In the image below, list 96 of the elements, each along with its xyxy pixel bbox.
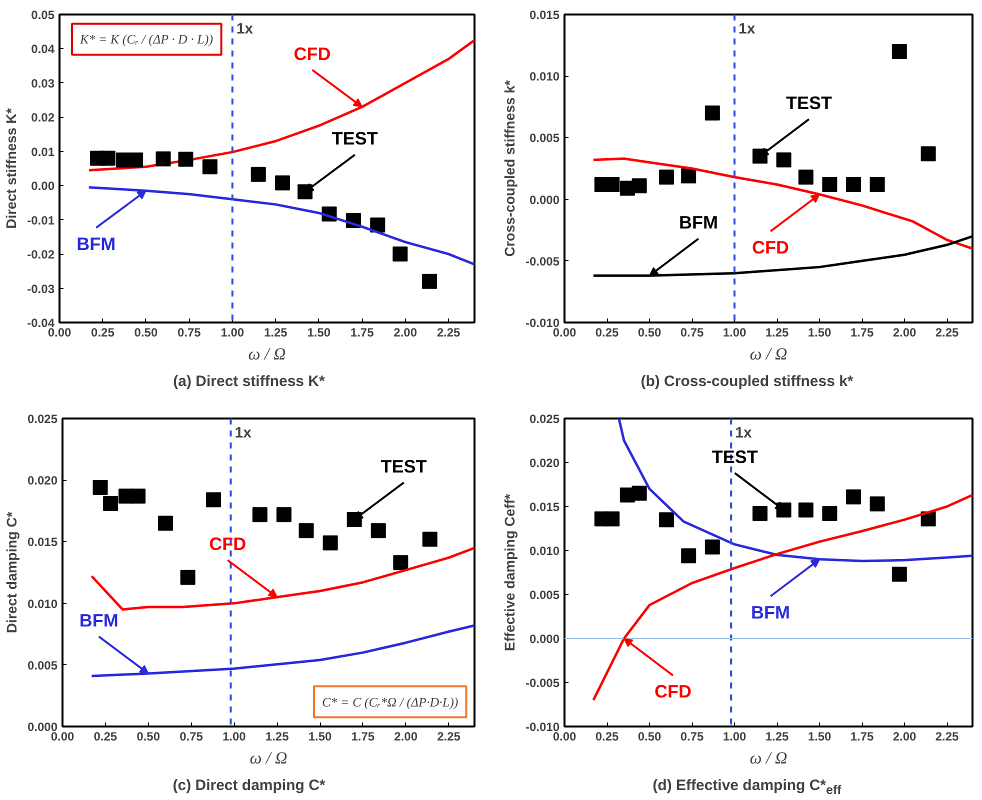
x-tick-label: 1.00 xyxy=(222,730,246,744)
y-tick-label: 0.025 xyxy=(27,412,58,426)
annotation: CFD xyxy=(209,534,246,554)
annotation: CFD xyxy=(294,44,331,64)
x-tick-label: 0.75 xyxy=(680,326,704,340)
x-tick-label: 1.50 xyxy=(308,730,332,744)
x-tick-label: 1.25 xyxy=(265,730,290,744)
text: (d) Effective damping C*$_{eff}$ xyxy=(652,776,842,799)
y-axis-title: Direct stiffness K* xyxy=(3,108,20,229)
y-tick-label: -0.01 xyxy=(27,213,55,228)
x-tick-label: 1.25 xyxy=(765,326,790,340)
ref-line-label: 1x xyxy=(738,20,756,38)
x-tick-label: 2.00 xyxy=(394,326,418,340)
annotation: TEST xyxy=(712,446,758,467)
x-tick-label: 0.25 xyxy=(94,730,118,744)
ref-line-label: 1x xyxy=(735,424,752,442)
y-axis-title: Cross-coupled stiffness k* xyxy=(501,80,518,257)
x-tick-label: 0.75 xyxy=(680,730,704,744)
y-tick-label: 0.04 xyxy=(31,42,55,56)
y-axis-title: Effective damping Ceff* xyxy=(501,493,518,652)
x-tick-label: 2.25 xyxy=(935,326,960,340)
y-tick-label: 0.025 xyxy=(529,412,560,426)
x-axis-title: ω / Ω xyxy=(750,344,788,364)
x-tick-label: 0.25 xyxy=(595,326,620,340)
y-tick-label: 0.03 xyxy=(31,76,55,90)
y-tick-label: 0.015 xyxy=(529,500,560,514)
y-tick-label: 0.00 xyxy=(31,179,55,194)
y-tick-label: 0.005 xyxy=(27,658,58,672)
x-tick-label: 1.00 xyxy=(722,326,747,340)
annotation: CFD xyxy=(752,237,790,258)
y-tick-label: -0.005 xyxy=(525,676,560,690)
x-tick-label: 2.25 xyxy=(935,730,960,744)
y-tick-label: -0.005 xyxy=(525,254,560,268)
annotation: C* = C (Cᵣ*Ω / (ΔP·D·L)) xyxy=(322,694,458,710)
annotation: CFD xyxy=(654,682,692,702)
annotation: BFM xyxy=(678,212,718,233)
y-tick-label: 0.015 xyxy=(529,8,560,22)
x-tick-label: 0.00 xyxy=(552,730,577,744)
y-tick-label: 0.005 xyxy=(529,131,560,146)
y-tick-label: 0.05 xyxy=(31,8,55,22)
x-tick-label: 0.75 xyxy=(178,326,202,340)
x-tick-label: 2.00 xyxy=(394,730,418,744)
x-tick-label: 1.25 xyxy=(765,730,790,744)
x-tick-label: 2.25 xyxy=(436,326,461,340)
annotation: BFM xyxy=(76,234,116,254)
x-tick-label: 1.75 xyxy=(850,326,874,340)
annotation: K* = K (Cᵣ / (ΔP · D · L)) xyxy=(78,32,214,47)
annotation: TEST xyxy=(380,456,427,476)
y-tick-label: 0.020 xyxy=(27,474,58,488)
x-axis-title: ω / Ω xyxy=(250,748,288,768)
y-axis-title: Direct damping C* xyxy=(3,511,20,634)
annotation: BFM xyxy=(79,610,118,630)
y-tick-label: 0.005 xyxy=(529,588,560,602)
x-tick-label: 2.00 xyxy=(892,326,917,340)
y-tick-label: 0.020 xyxy=(529,456,560,470)
ref-line-label: 1x xyxy=(236,20,254,38)
text: (b) Cross-coupled stiffness k* xyxy=(640,372,854,392)
text: (a) Direct stiffness K* xyxy=(173,372,325,392)
x-tick-label: 0.00 xyxy=(50,730,75,744)
x-tick-label: 0.50 xyxy=(136,730,160,744)
x-axis-title: ω / Ω xyxy=(750,748,788,768)
x-tick-label: 0.50 xyxy=(638,730,662,744)
y-tick-label: -0.02 xyxy=(27,248,55,262)
y-tick-label: 0.000 xyxy=(529,192,560,207)
x-tick-label: 2.25 xyxy=(437,730,461,744)
annotation: TEST xyxy=(786,93,832,114)
y-tick-label: 0.010 xyxy=(27,596,58,611)
x-tick-label: 1.50 xyxy=(307,326,331,340)
x-tick-label: 1.00 xyxy=(722,730,747,744)
y-tick-label: 0.010 xyxy=(529,544,560,558)
x-tick-label: 0.00 xyxy=(552,326,577,340)
x-tick-label: 0.50 xyxy=(134,326,158,340)
x-tick-label: 1.00 xyxy=(220,326,244,340)
x-tick-label: 1.75 xyxy=(350,326,374,340)
text: (c) Direct damping C* xyxy=(172,776,326,796)
x-tick-label: 0.00 xyxy=(48,326,72,340)
x-tick-label: 0.25 xyxy=(595,730,620,744)
y-tick-label: 0.02 xyxy=(31,110,55,125)
y-tick-label: 0.015 xyxy=(27,535,58,550)
x-tick-label: 0.50 xyxy=(638,326,662,340)
x-axis-title: ω / Ω xyxy=(248,344,286,364)
y-tick-label: -0.03 xyxy=(27,282,55,296)
y-tick-label: 0.000 xyxy=(529,632,560,646)
x-tick-label: 1.50 xyxy=(808,730,832,744)
x-tick-label: 1.75 xyxy=(850,730,874,744)
y-tick-label: 0.01 xyxy=(31,144,55,159)
x-tick-label: 2.00 xyxy=(892,730,917,744)
x-tick-label: 1.25 xyxy=(264,326,288,340)
annotation: TEST xyxy=(332,128,378,149)
y-tick-label: 0.010 xyxy=(529,70,560,84)
x-tick-label: 1.75 xyxy=(351,730,375,744)
x-tick-label: 0.25 xyxy=(91,326,115,340)
x-tick-label: 0.75 xyxy=(180,730,204,744)
x-tick-label: 1.50 xyxy=(808,326,832,340)
annotation: BFM xyxy=(751,602,790,622)
ref-line-label: 1x xyxy=(234,424,252,442)
